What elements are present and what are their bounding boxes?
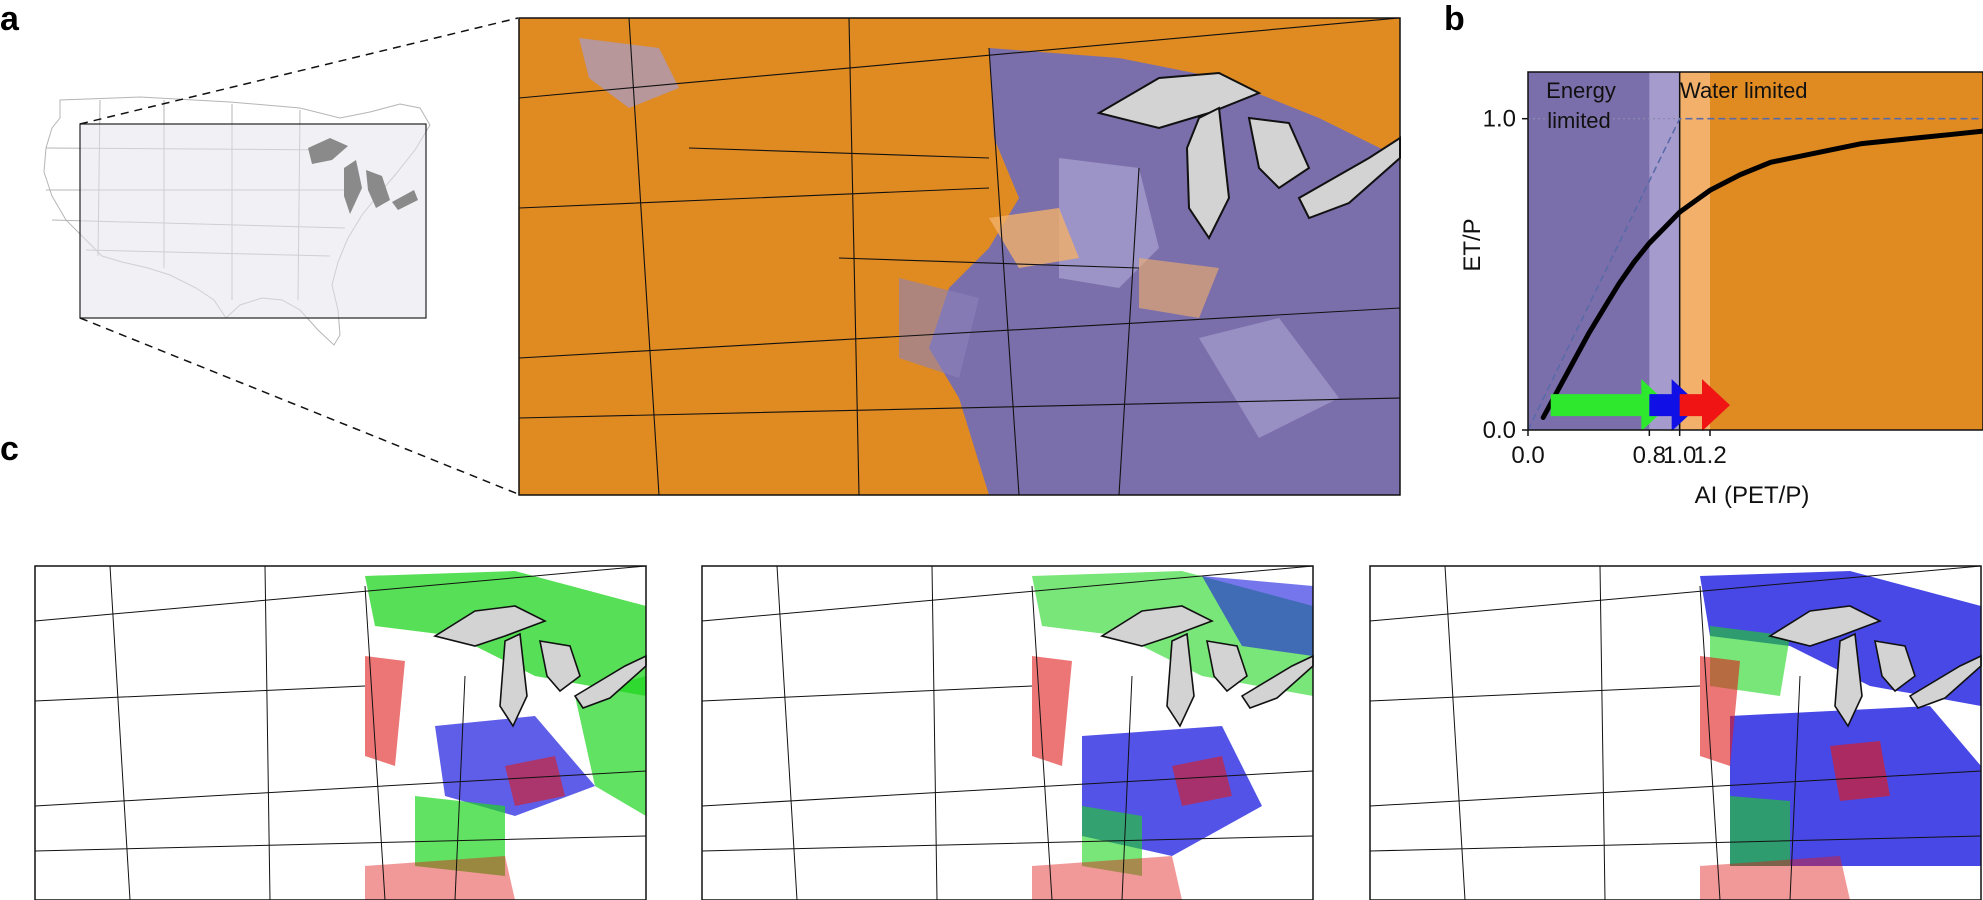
x-tick-label: 1.0: [1663, 442, 1696, 469]
region-label-water: Water limited: [1680, 78, 1808, 103]
panel-label-b: b: [1444, 0, 1465, 38]
band-0: [1649, 72, 1680, 430]
zoom-line-top: [79, 17, 519, 125]
map-panel-c: [34, 565, 647, 900]
x-tick-label: 0.8: [1633, 442, 1666, 469]
arrow-green: [1550, 379, 1670, 432]
budyko-chart: 0.0 0.81.01.20.01.0 Energy limited Water …: [1459, 71, 1983, 509]
panel-label-a: a: [0, 0, 19, 38]
y-tick-label: 1.0: [1483, 106, 1516, 133]
map-a-state-borders: [518, 17, 1401, 496]
series-line-0: [1540, 128, 1983, 420]
arrow-blue: [1649, 379, 1700, 432]
band-1: [1679, 72, 1710, 430]
x-tick-label: 0.0: [1511, 442, 1544, 469]
region-water: [1679, 72, 1983, 430]
x-axis-label: AI (PET/P): [1695, 482, 1810, 509]
plot-frame: [1527, 71, 1983, 431]
region-label-energy-line2: limited: [1547, 108, 1611, 133]
map-panel-a: [518, 17, 1401, 496]
y-axis-label: ET/P: [1459, 218, 1486, 271]
map-panel-d: [701, 565, 1314, 900]
map-panel-e: [1369, 565, 1982, 900]
arrow-red: [1679, 379, 1730, 432]
us-great-lakes: [308, 138, 418, 214]
y-tick-label: 0.0: [1483, 417, 1516, 444]
panel-label-c: c: [0, 430, 19, 468]
us-zoom-box: [79, 123, 427, 319]
zoom-line-bottom: [79, 317, 519, 495]
region-label-energy-line1: Energy: [1546, 78, 1616, 103]
x-tick-label: 1.2: [1693, 442, 1726, 469]
